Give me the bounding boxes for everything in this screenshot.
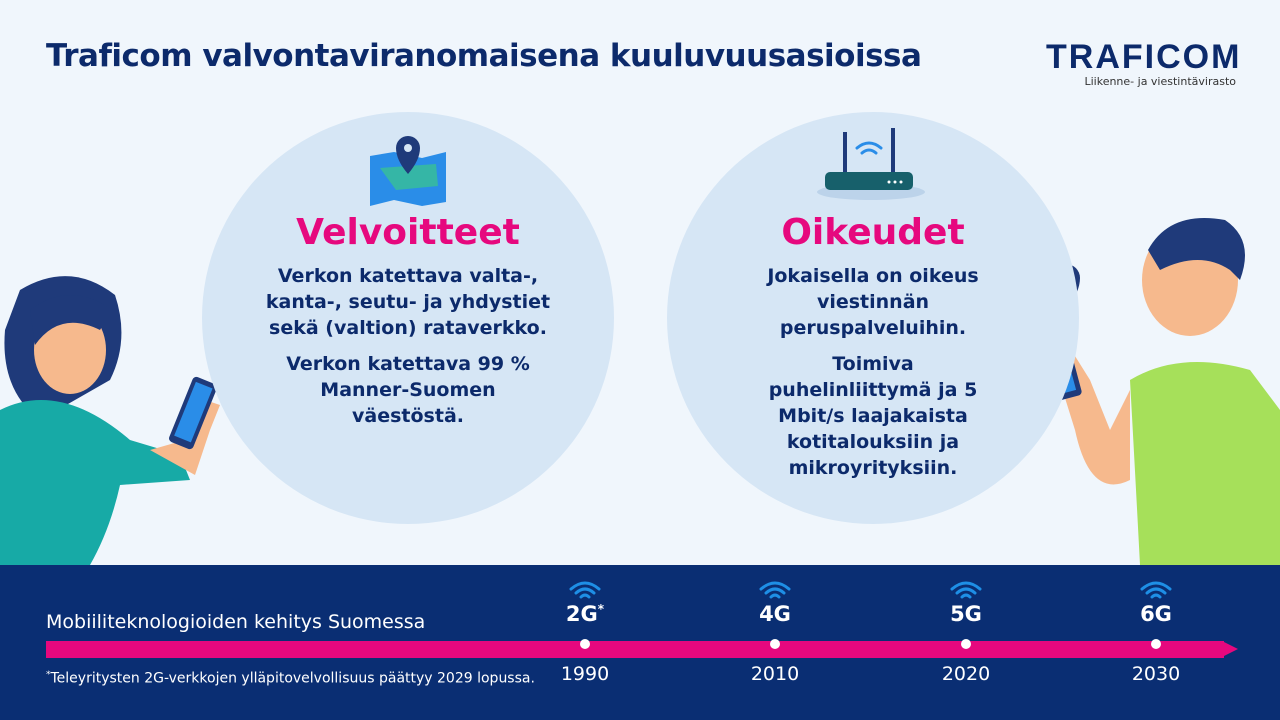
- wifi-icon: [759, 581, 791, 599]
- timeline-dot: [580, 639, 590, 649]
- rights-heading: Oikeudet: [781, 212, 965, 253]
- timeline-label: Mobiiliteknologioiden kehitys Suomessa: [46, 611, 426, 633]
- rights-text: Oikeudet Jokaisella on oikeus viestinnän…: [667, 212, 1079, 481]
- logo-wordmark: TRAFICOM: [1046, 38, 1242, 76]
- timeline-item-5g: 5G 2020: [926, 580, 1006, 685]
- map-pin-icon: [370, 136, 446, 206]
- wifi-icon: [569, 581, 601, 599]
- rights-circle: Oikeudet Jokaisella on oikeus viestinnän…: [667, 112, 1079, 524]
- year-label: 2010: [750, 663, 800, 685]
- traficom-logo: TRAFICOM Liikenne- ja viestintävirasto: [1046, 38, 1242, 88]
- footnote-marker: *: [46, 670, 51, 680]
- generation-label: 2G*: [565, 602, 605, 626]
- year-label: 2030: [1131, 663, 1181, 685]
- obligations-text: Velvoitteet Verkon katettava valta-, kan…: [202, 212, 614, 429]
- year-label: 1990: [560, 663, 610, 685]
- rights-paragraph: Toimiva puhelinliittymä ja 5 Mbit/s laaj…: [768, 353, 978, 479]
- timeline-bar: [46, 641, 1224, 658]
- obligations-heading: Velvoitteet: [296, 212, 520, 253]
- router-icon: [817, 128, 925, 200]
- rights-paragraph: Jokaisella on oikeus viestinnän peruspal…: [767, 265, 979, 339]
- obligations-paragraph: Verkon katettava 99 % Manner-Suomen väes…: [286, 353, 530, 427]
- generation-label: 4G: [759, 602, 791, 626]
- year-label: 2020: [941, 663, 991, 685]
- timeline-arrow: [1222, 641, 1238, 657]
- generation-label: 6G: [1140, 602, 1172, 626]
- footnote-text: Teleyritysten 2G-verkkojen ylläpitovelvo…: [50, 670, 535, 687]
- timeline-item-2g: 2G* 1990: [545, 580, 625, 685]
- timeline-dot: [770, 639, 780, 649]
- obligations-circle: Velvoitteet Verkon katettava valta-, kan…: [202, 112, 614, 524]
- obligations-paragraph: Verkon katettava valta-, kanta-, seutu- …: [265, 265, 551, 339]
- wifi-icon: [1140, 581, 1172, 599]
- timeline-footnote: *Teleyritysten 2G-verkkojen ylläpitovelv…: [46, 670, 535, 687]
- logo-subtitle: Liikenne- ja viestintävirasto: [1084, 75, 1236, 88]
- timeline-item-6g: 6G 2030: [1116, 580, 1196, 685]
- timeline-dot: [1151, 639, 1161, 649]
- woman-with-phone-illustration: [0, 276, 270, 565]
- generation-label: 5G: [950, 602, 982, 626]
- page-title: Traficom valvontaviranomaisena kuuluvuus…: [46, 38, 922, 74]
- wifi-icon: [950, 581, 982, 599]
- timeline-dot: [961, 639, 971, 649]
- timeline-item-4g: 4G 2010: [735, 580, 815, 685]
